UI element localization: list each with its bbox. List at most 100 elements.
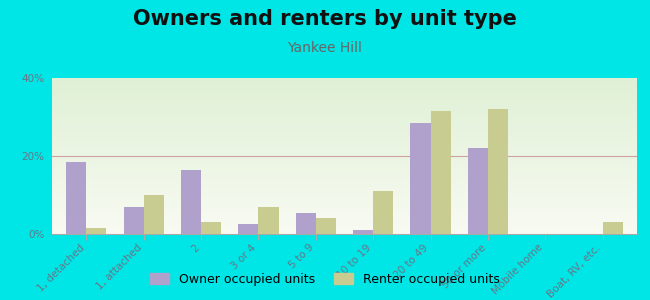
- Bar: [52, 129, 637, 130]
- Bar: [52, 130, 637, 131]
- Bar: [52, 105, 637, 106]
- Bar: [52, 111, 637, 112]
- Bar: [52, 209, 637, 210]
- Bar: [201, 222, 221, 234]
- Bar: [316, 218, 336, 234]
- Bar: [52, 195, 637, 196]
- Bar: [52, 78, 637, 79]
- Bar: [52, 210, 637, 211]
- Bar: [52, 128, 637, 129]
- Bar: [52, 122, 637, 123]
- Bar: [52, 213, 637, 214]
- Bar: [52, 160, 637, 161]
- Bar: [52, 143, 637, 144]
- Bar: [52, 114, 637, 115]
- Bar: [52, 212, 637, 213]
- Bar: [52, 100, 637, 101]
- Bar: [52, 193, 637, 194]
- Bar: [52, 82, 637, 83]
- Bar: [430, 111, 450, 234]
- Bar: [52, 154, 637, 155]
- Bar: [52, 106, 637, 107]
- Bar: [52, 174, 637, 175]
- Bar: [52, 228, 637, 229]
- Bar: [52, 85, 637, 86]
- Bar: [296, 212, 316, 234]
- Bar: [52, 226, 637, 227]
- Bar: [52, 133, 637, 134]
- Bar: [52, 230, 637, 231]
- Bar: [52, 178, 637, 179]
- Bar: [52, 192, 637, 193]
- Bar: [52, 124, 637, 125]
- Bar: [52, 152, 637, 153]
- Bar: [52, 224, 637, 225]
- Bar: [52, 107, 637, 108]
- Bar: [52, 216, 637, 217]
- Bar: [52, 91, 637, 92]
- Text: Owners and renters by unit type: Owners and renters by unit type: [133, 9, 517, 29]
- Bar: [52, 200, 637, 201]
- Bar: [52, 132, 637, 133]
- Bar: [52, 150, 637, 151]
- Bar: [52, 206, 637, 207]
- Bar: [52, 211, 637, 212]
- Bar: [52, 158, 637, 159]
- Bar: [52, 169, 637, 170]
- Bar: [52, 203, 637, 204]
- Bar: [52, 116, 637, 117]
- Bar: [52, 151, 637, 152]
- Bar: [181, 169, 201, 234]
- Bar: [52, 98, 637, 99]
- Bar: [52, 184, 637, 185]
- Bar: [52, 191, 637, 192]
- Bar: [52, 163, 637, 164]
- Bar: [66, 162, 86, 234]
- Bar: [52, 87, 637, 88]
- Bar: [52, 223, 637, 224]
- Bar: [52, 96, 637, 97]
- Bar: [52, 99, 637, 100]
- Bar: [52, 123, 637, 124]
- Bar: [52, 81, 637, 82]
- Bar: [52, 180, 637, 181]
- Bar: [52, 142, 637, 143]
- Bar: [52, 146, 637, 147]
- Bar: [52, 94, 637, 95]
- Bar: [144, 195, 164, 234]
- Bar: [52, 218, 637, 219]
- Bar: [52, 214, 637, 215]
- Bar: [52, 155, 637, 156]
- Bar: [52, 167, 637, 168]
- Bar: [52, 171, 637, 172]
- Bar: [52, 185, 637, 186]
- Bar: [52, 222, 637, 223]
- Bar: [52, 117, 637, 118]
- Bar: [52, 186, 637, 187]
- Bar: [52, 97, 637, 98]
- Bar: [52, 110, 637, 111]
- Bar: [52, 145, 637, 146]
- Bar: [52, 162, 637, 163]
- Bar: [52, 137, 637, 138]
- Bar: [52, 189, 637, 190]
- Bar: [52, 140, 637, 141]
- Bar: [52, 201, 637, 202]
- Bar: [52, 208, 637, 209]
- Bar: [52, 207, 637, 208]
- Bar: [52, 161, 637, 162]
- Bar: [52, 109, 637, 110]
- Bar: [52, 198, 637, 199]
- Bar: [52, 181, 637, 182]
- Bar: [52, 233, 637, 234]
- Bar: [52, 165, 637, 166]
- Bar: [410, 123, 430, 234]
- Bar: [52, 108, 637, 109]
- Bar: [52, 93, 637, 94]
- Bar: [52, 139, 637, 140]
- Bar: [52, 220, 637, 221]
- Bar: [52, 125, 637, 126]
- Bar: [52, 164, 637, 165]
- Bar: [52, 141, 637, 142]
- Bar: [52, 119, 637, 120]
